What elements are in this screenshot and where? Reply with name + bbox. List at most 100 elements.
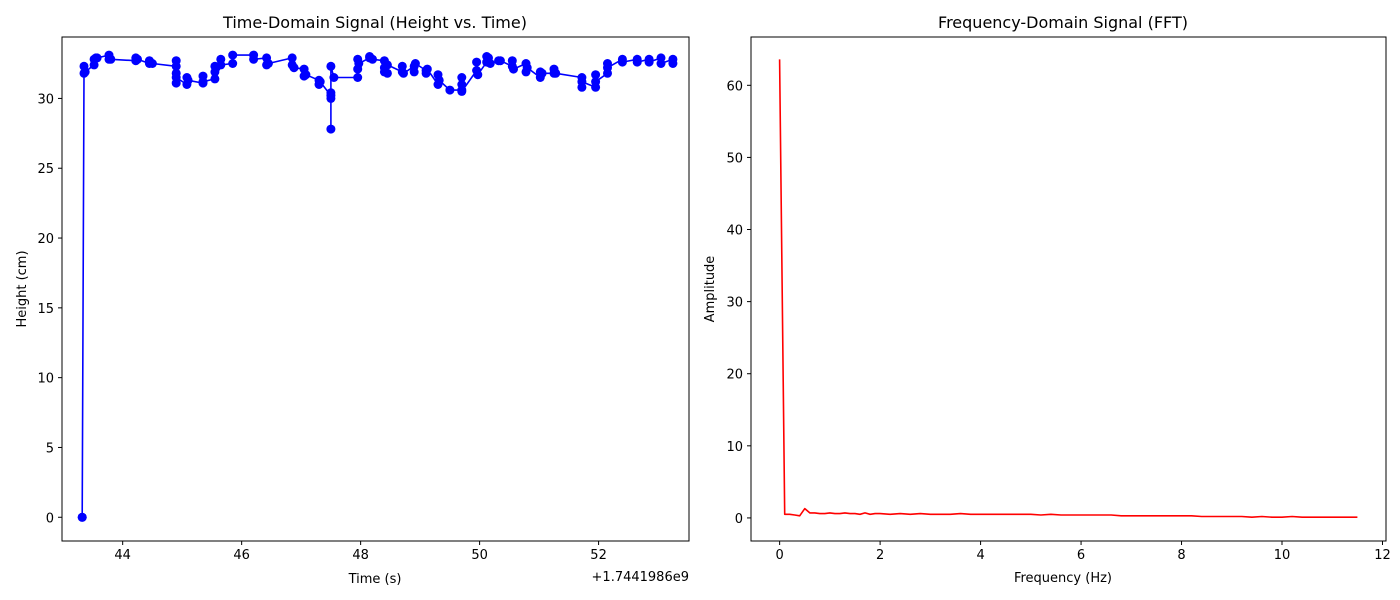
series-line (81, 54, 674, 518)
data-point (632, 57, 642, 67)
x-axis-label: Time (s) (348, 572, 402, 587)
y-tick-label: 50 (726, 151, 743, 166)
series-line (778, 59, 1358, 519)
data-point (509, 64, 518, 74)
chart-title: Time-Domain Signal (Height vs. Time) (222, 13, 527, 32)
data-point (368, 54, 377, 64)
y-axis-label: Height (cm) (15, 250, 30, 327)
data-point (603, 63, 612, 73)
x-tick-label: 44 (114, 548, 131, 563)
data-point (171, 56, 181, 66)
y-tick-label: 30 (726, 296, 743, 311)
data-point (198, 77, 208, 87)
data-point (301, 70, 311, 80)
data-point (537, 68, 547, 78)
x-tick-label: 10 (1274, 548, 1291, 563)
data-point (617, 57, 627, 67)
x-ticks: 44 46 48 50 52 (114, 541, 607, 563)
y-tick-label: 5 (46, 441, 54, 456)
data-point (644, 57, 654, 67)
data-point (409, 67, 419, 77)
data-point (399, 68, 408, 78)
data-point (434, 75, 444, 85)
data-point (210, 74, 220, 84)
y-tick-label: 15 (37, 302, 54, 317)
data-point (133, 54, 142, 64)
x-offset-label: +1.7441986e9 (592, 570, 689, 585)
data-point (397, 61, 407, 71)
data-point (80, 67, 90, 77)
x-tick-label: 4 (976, 548, 984, 563)
data-point (326, 61, 336, 71)
y-ticks: 0 10 20 30 40 50 60 (726, 79, 751, 527)
x-tick-label: 46 (233, 548, 250, 563)
data-point (495, 56, 505, 66)
data-point (457, 86, 467, 96)
data-point (457, 73, 467, 82)
chart-title: Frequency-Domain Signal (FFT) (938, 13, 1188, 32)
y-tick-label: 0 (46, 511, 54, 526)
x-tick-label: 12 (1374, 548, 1391, 563)
x-tick-label: 52 (590, 548, 607, 563)
y-tick-label: 30 (37, 92, 54, 107)
data-point (326, 88, 336, 98)
data-point (382, 60, 392, 70)
x-tick-label: 50 (471, 548, 488, 563)
y-tick-label: 25 (37, 162, 54, 177)
x-ticks: 0 2 4 6 8 10 12 (775, 541, 1391, 563)
data-point (577, 77, 587, 87)
data-point (77, 512, 87, 522)
data-point (106, 54, 116, 64)
data-point (171, 73, 181, 82)
time-domain-chart: Time-Domain Signal (Height vs. Time) 44 4… (15, 13, 690, 587)
data-point (326, 124, 336, 134)
data-point (472, 57, 482, 67)
data-point (507, 56, 517, 66)
data-point (656, 59, 666, 68)
data-point (591, 70, 601, 80)
data-point (473, 70, 483, 80)
data-point (249, 54, 259, 64)
data-point (457, 80, 467, 89)
data-point (485, 59, 495, 68)
plot-area (778, 59, 1358, 519)
data-point (668, 59, 678, 68)
data-point (591, 77, 601, 87)
y-tick-label: 0 (735, 512, 743, 527)
data-point (422, 64, 432, 74)
x-tick-label: 48 (352, 548, 369, 563)
y-tick-label: 60 (726, 79, 743, 94)
data-point (315, 77, 325, 87)
x-tick-label: 2 (876, 548, 884, 563)
data-point (228, 50, 238, 60)
y-tick-label: 10 (726, 440, 743, 455)
y-tick-label: 20 (726, 368, 743, 383)
frequency-domain-chart: Frequency-Domain Signal (FFT) 0 2 4 6 8 10 12 … (703, 13, 1391, 586)
data-point (353, 73, 363, 82)
data-point (410, 59, 420, 68)
y-axis-label: Amplitude (703, 256, 718, 323)
data-point (147, 59, 157, 68)
data-point (382, 68, 392, 78)
data-point (445, 85, 455, 95)
data-point (92, 53, 102, 63)
y-ticks: 0 5 10 15 20 25 30 (37, 92, 62, 526)
data-point (329, 73, 339, 82)
data-point (551, 68, 561, 78)
y-tick-label: 40 (726, 224, 743, 239)
y-tick-label: 20 (37, 232, 54, 247)
data-point (263, 59, 273, 68)
data-point (287, 53, 297, 63)
data-point (216, 60, 226, 70)
x-tick-label: 0 (775, 548, 783, 563)
data-point (522, 63, 532, 73)
axes-frame (750, 36, 1387, 542)
data-point (289, 63, 299, 73)
data-point (354, 59, 364, 68)
x-tick-label: 6 (1077, 548, 1085, 563)
y-tick-label: 10 (37, 372, 54, 387)
axes-frame (61, 36, 690, 542)
plot-area (77, 50, 678, 522)
x-tick-label: 8 (1177, 548, 1185, 563)
